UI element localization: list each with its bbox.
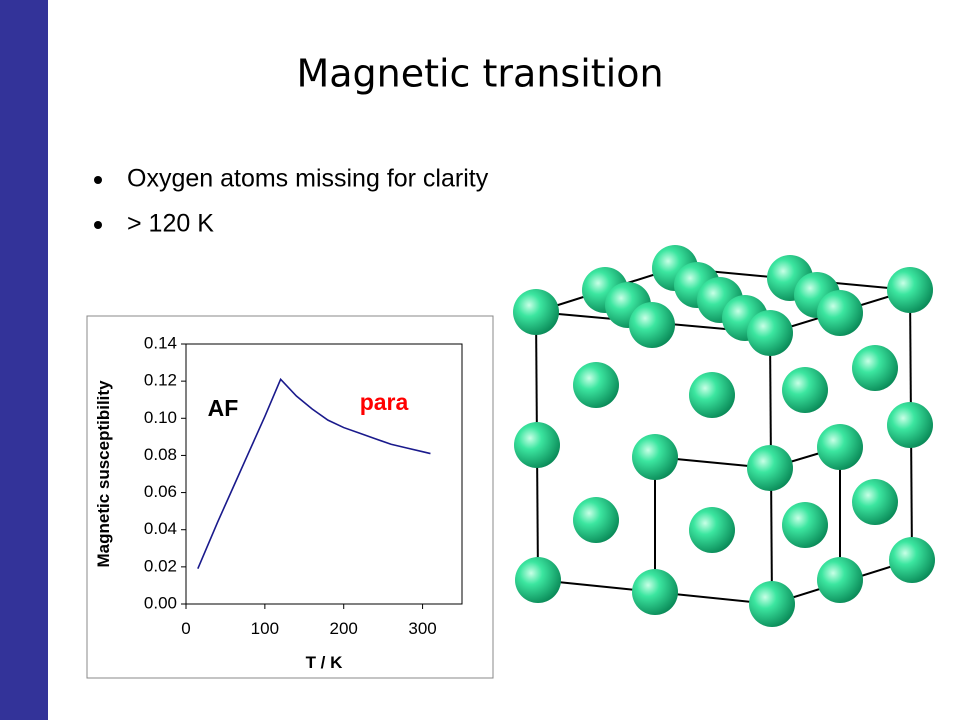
annotation: AF (208, 395, 239, 421)
bullet (94, 176, 102, 184)
y-tick-label: 0.00 (144, 593, 177, 612)
crystal-structure (513, 245, 935, 627)
y-axis-label: Magnetic susceptibility (94, 380, 113, 568)
bullet-text: > 120 K (127, 210, 214, 238)
y-tick-label: 0.02 (144, 556, 177, 575)
x-tick-label: 200 (330, 619, 358, 638)
y-tick-label: 0.06 (144, 482, 177, 501)
data-line (197, 377, 431, 570)
x-tick-label: 300 (408, 619, 436, 638)
x-tick-label: 0 (181, 619, 190, 638)
y-tick-label: 0.08 (144, 445, 177, 464)
annotation: para (360, 389, 409, 415)
slide-title: Magnetic transition (296, 52, 663, 96)
chart-frame (86, 315, 494, 679)
y-tick-label: 0.04 (144, 519, 177, 538)
x-tick-label: 100 (251, 619, 279, 638)
plot-area (185, 343, 463, 605)
y-tick-label: 0.14 (144, 333, 177, 352)
bullet-text: Oxygen atoms missing for clarity (127, 165, 489, 193)
x-axis-label: T / K (306, 653, 344, 672)
bullet (94, 221, 102, 229)
y-tick-label: 0.12 (144, 371, 177, 390)
side-bar (0, 0, 48, 720)
y-tick-label: 0.10 (144, 408, 177, 427)
